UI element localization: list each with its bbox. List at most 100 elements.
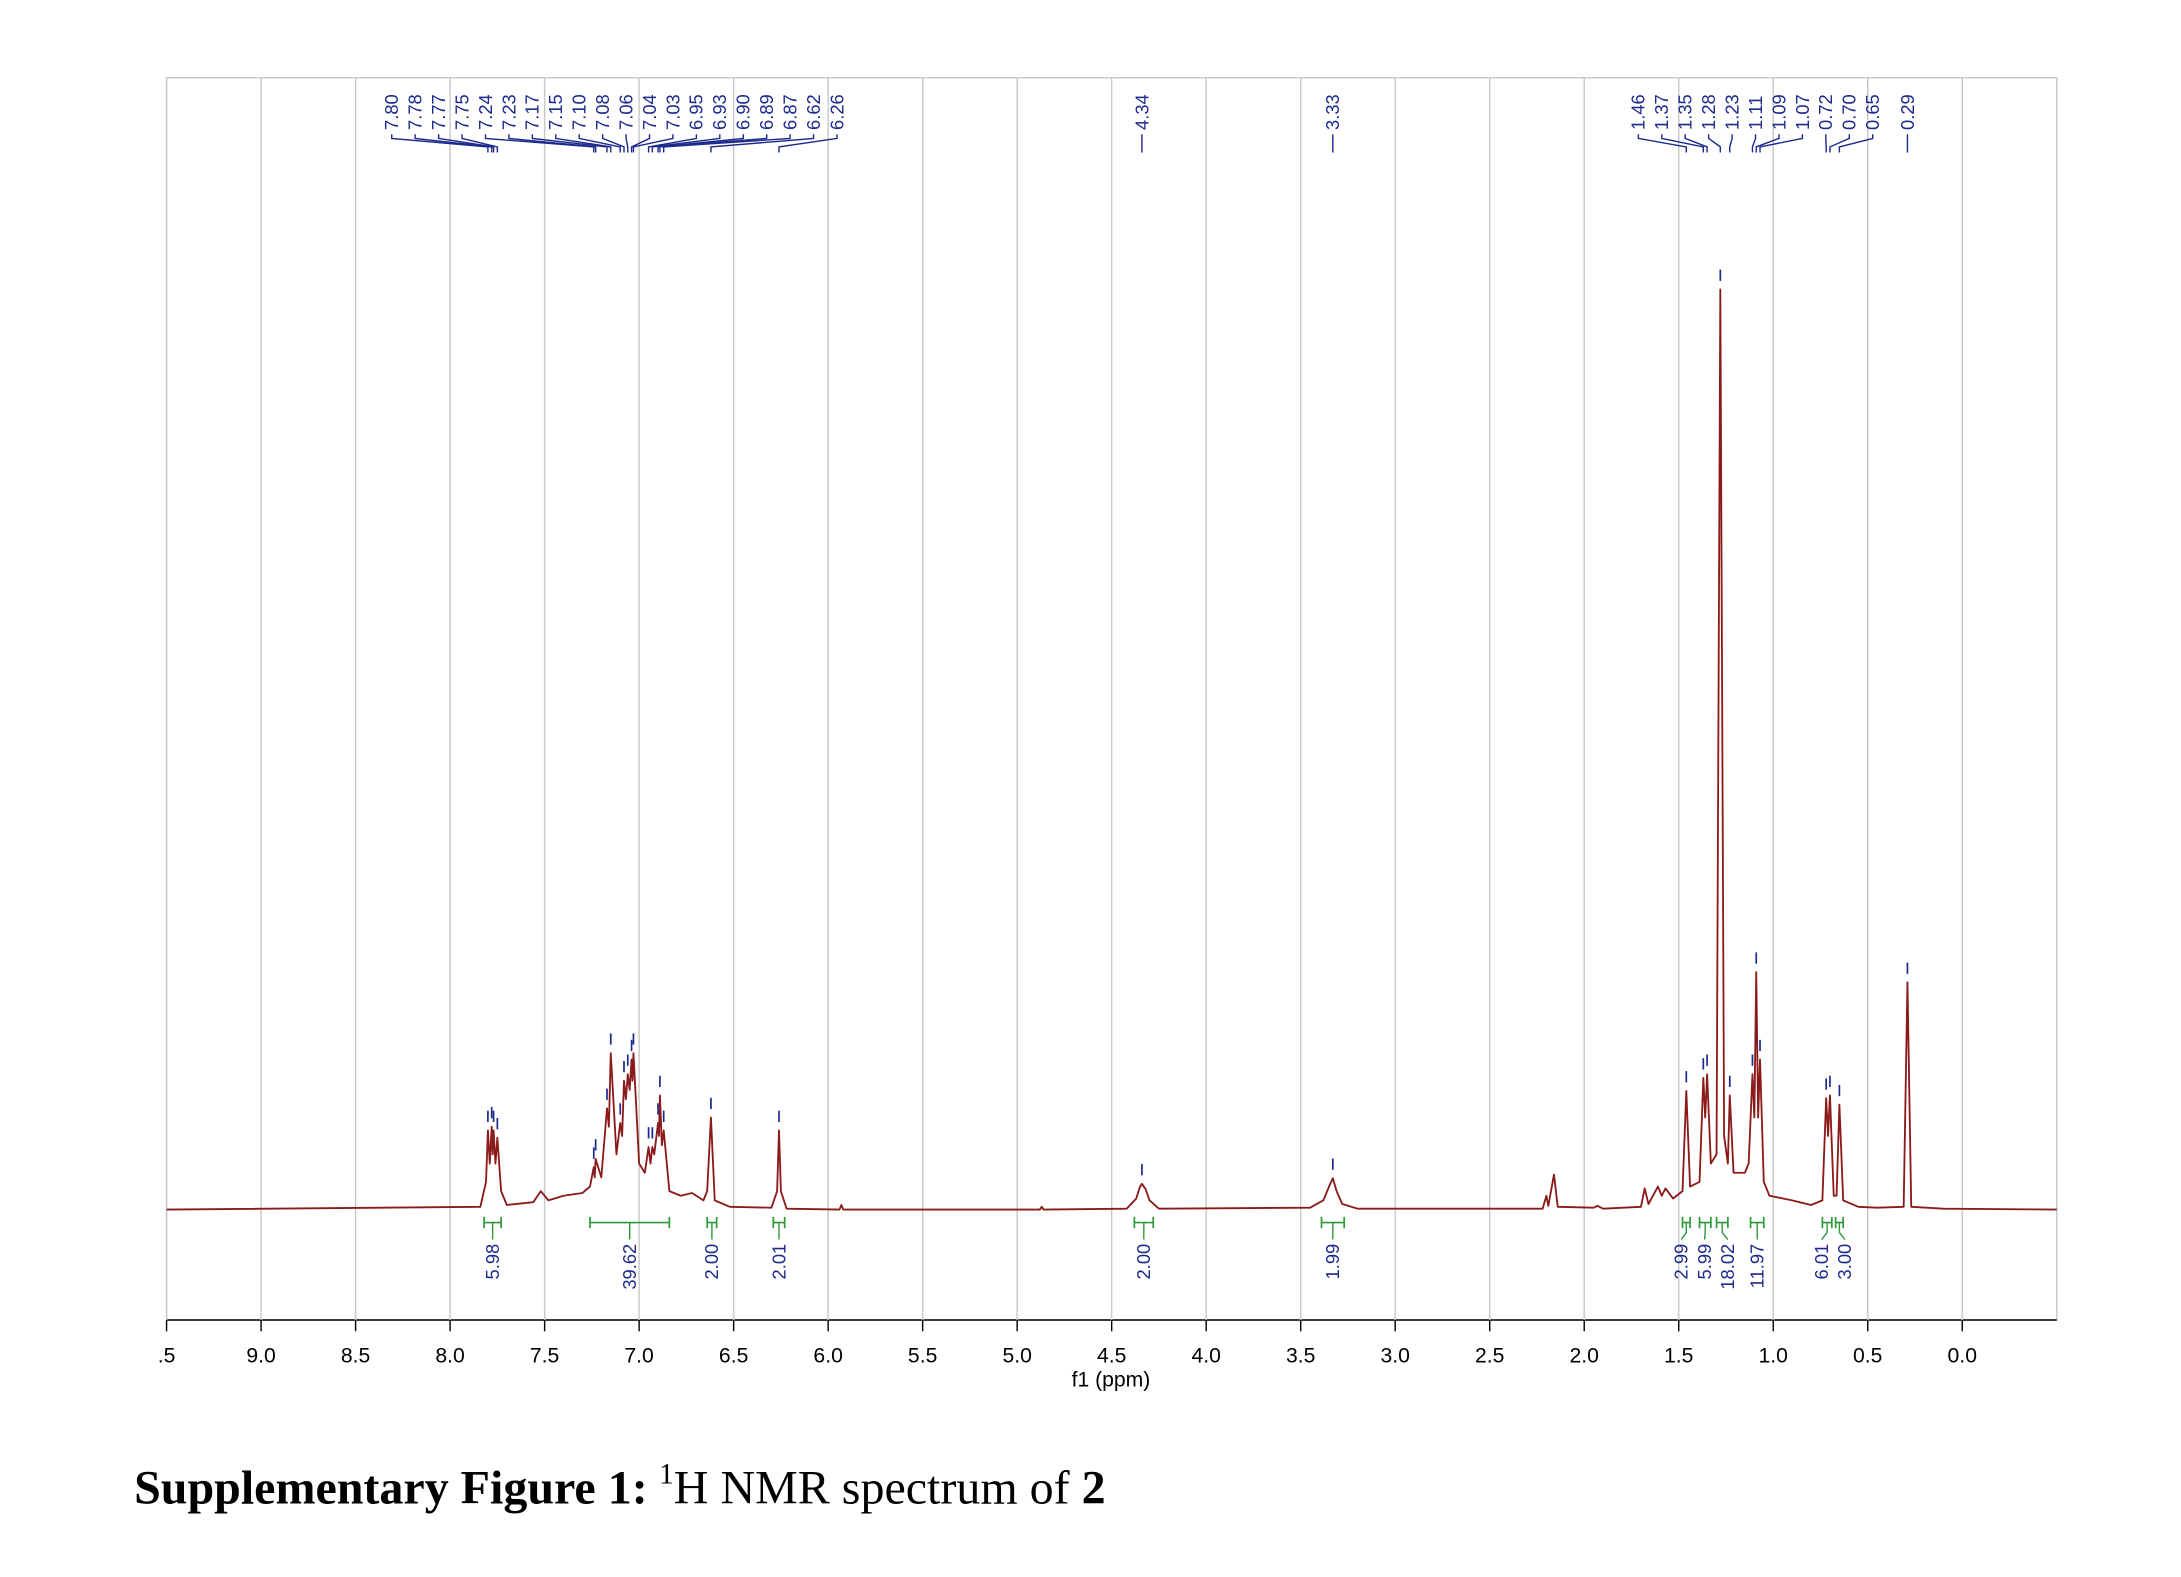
peak-label: 7.77 (428, 94, 449, 130)
peak-label: 6.95 (686, 94, 707, 130)
x-tick-label: 6.5 (719, 1344, 748, 1367)
peak-label: 7.23 (498, 94, 519, 130)
peak-label: 3.33 (1322, 94, 1343, 130)
peak-label-connector (391, 134, 489, 153)
integral-connector (1838, 1222, 1846, 1240)
peak-label-connector (437, 134, 495, 153)
peak-label: 6.93 (709, 94, 730, 130)
peak-label-connector (647, 134, 698, 153)
peak-label: 6.89 (756, 94, 777, 130)
peak-label: 1.23 (1721, 94, 1742, 130)
x-tick-label: 1.5 (1664, 1344, 1693, 1367)
peak-label: 7.80 (381, 94, 402, 130)
peak-label-connector (1707, 134, 1722, 153)
peak-label: 7.17 (522, 94, 543, 130)
x-tick-label: 7.5 (530, 1344, 559, 1367)
peak-label-connector (461, 134, 499, 153)
caption-superscript: 1 (659, 1459, 674, 1491)
spectrum-trace (166, 288, 2057, 1211)
peak-label: 0.72 (1815, 94, 1836, 130)
x-tick-label: 5.0 (1002, 1344, 1031, 1367)
integral-connector (1721, 1222, 1729, 1240)
peak-label-connector (1684, 134, 1708, 153)
peak-label-connector (651, 134, 721, 153)
x-tick-label: .5 (158, 1344, 176, 1367)
x-tick-label: 2.5 (1475, 1344, 1504, 1367)
peak-label: 7.03 (662, 94, 683, 130)
peak-label-connector (1729, 134, 1733, 153)
peak-label: 1.46 (1628, 94, 1649, 130)
peak-label: 0.29 (1897, 94, 1918, 130)
peak-label-connector (1751, 134, 1757, 153)
integral-label: 3.00 (1834, 1244, 1855, 1280)
integral-label: 5.99 (1694, 1244, 1715, 1280)
peak-label: 7.15 (545, 94, 566, 130)
peak-label: 1.09 (1768, 94, 1789, 130)
peak-label-connector (1637, 134, 1688, 153)
peak-label: 7.78 (405, 94, 426, 130)
x-tick-label: 2.0 (1570, 1344, 1599, 1367)
peak-label: 1.07 (1792, 94, 1813, 130)
peak-label-connector (1759, 134, 1804, 153)
peak-label: 7.04 (639, 94, 660, 130)
x-tick-label: 5.5 (908, 1344, 937, 1367)
peak-label-connector (778, 134, 838, 153)
x-tick-label: 1.0 (1759, 1344, 1788, 1367)
peak-label-connector (710, 134, 815, 153)
x-tick-label: 0.0 (1948, 1344, 1977, 1367)
peak-label: 1.37 (1651, 94, 1672, 130)
integral-connector (1821, 1222, 1828, 1240)
integral-label: 1.99 (1322, 1244, 1343, 1280)
peak-label: 1.35 (1675, 94, 1696, 130)
x-tick-label: 0.5 (1853, 1344, 1882, 1367)
peak-label: 1.28 (1698, 94, 1719, 130)
peak-label: 6.90 (733, 94, 754, 130)
peak-label-connector (414, 134, 493, 153)
integral-label: 2.99 (1671, 1244, 1692, 1280)
peak-label-connector (531, 134, 608, 153)
x-tick-label: 4.5 (1097, 1344, 1126, 1367)
x-tick-label: 7.0 (624, 1344, 653, 1367)
peak-label: 0.70 (1839, 94, 1860, 130)
peak-label-connector (625, 134, 629, 153)
peak-label: 1.11 (1745, 96, 1766, 130)
peak-label: 7.06 (615, 94, 636, 130)
caption-text: H NMR spectrum of (674, 1462, 1082, 1515)
peak-label-connector (662, 134, 791, 153)
peak-label: 6.26 (826, 94, 847, 130)
peak-label: 7.10 (569, 94, 590, 130)
peak-label-connector (508, 134, 597, 153)
integral-label: 2.01 (768, 1244, 789, 1280)
peak-label: 7.08 (592, 94, 613, 130)
x-tick-label: 9.0 (246, 1344, 275, 1367)
peak-label-connector (555, 134, 612, 153)
caption: Supplementary Figure 1: 1H NMR spectrum o… (134, 1459, 1106, 1515)
integral-label: 2.00 (1133, 1244, 1154, 1280)
integral-label: 18.02 (1717, 1244, 1738, 1290)
peak-label-connector (1838, 134, 1874, 153)
peak-label: 0.65 (1862, 94, 1883, 130)
peak-label-connector (601, 134, 625, 153)
peak-label-connector (659, 134, 768, 153)
peak-label-connector (632, 134, 674, 153)
peak-label-connector (484, 134, 595, 153)
peak-label: 4.34 (1131, 94, 1152, 130)
integral-label: 39.62 (619, 1244, 640, 1290)
peak-label-connector (1755, 134, 1780, 153)
peak-label-connector (578, 134, 621, 153)
integral-connector (1703, 1222, 1706, 1240)
x-tick-label: 8.0 (435, 1344, 464, 1367)
caption-compound: 2 (1082, 1462, 1106, 1515)
peak-label-connector (657, 134, 744, 153)
x-tick-label: 3.0 (1380, 1344, 1409, 1367)
peak-label-connector (630, 134, 651, 153)
integral-label: 2.00 (701, 1244, 722, 1280)
caption-label: Supplementary Figure 1: (134, 1462, 648, 1515)
x-tick-label: 3.5 (1286, 1344, 1315, 1367)
integral-label: 6.01 (1811, 1244, 1832, 1280)
peak-label: 7.75 (451, 94, 472, 130)
integral-label: 11.97 (1747, 1244, 1768, 1289)
peak-label-connector (1661, 134, 1705, 153)
x-axis-label: f1 (ppm) (1072, 1368, 1151, 1391)
